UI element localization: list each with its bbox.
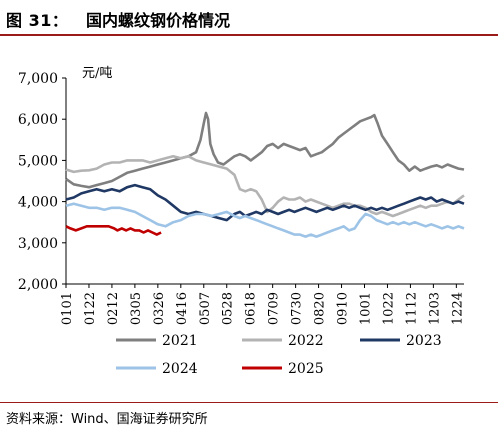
chart-axes	[62, 77, 464, 288]
unit-label: 元/吨	[82, 66, 113, 81]
x-tick-label: 1224	[450, 292, 465, 325]
x-tick-label: 0122	[83, 292, 98, 325]
legend-label-2024: 2024	[162, 361, 198, 377]
x-tick-label: 0507	[198, 292, 213, 325]
header-rule	[0, 34, 498, 36]
x-tick-label: 0910	[336, 292, 351, 325]
y-tick-label: 7,000	[18, 71, 58, 87]
figure-header: 图 31： 国内螺纹钢价格情况	[0, 0, 498, 36]
series-line-2023	[65, 183, 465, 222]
series-line-2022	[65, 155, 465, 218]
x-tick-label: 0416	[175, 292, 190, 325]
legend-label-2022: 2022	[288, 333, 324, 349]
legend-label-2021: 2021	[162, 333, 198, 349]
x-tick-label: 0528	[221, 292, 236, 325]
y-tick-label: 3,000	[18, 236, 58, 252]
x-tick-label: 0820	[313, 292, 328, 325]
series-lines	[65, 111, 465, 238]
y-tick-label: 4,000	[18, 195, 58, 211]
x-tick-label: 0709	[267, 292, 282, 325]
series-line-2024	[65, 202, 465, 238]
x-tick-label: 0101	[60, 292, 75, 325]
x-tick-labels: 0101 0122 0212 0305 0326 0416 0507 0528 0618 0709…	[60, 292, 465, 325]
y-tick-label: 5,000	[18, 153, 58, 169]
x-tick-label: 1112	[404, 292, 419, 325]
figure-title: 国内螺纹钢价格情况	[86, 11, 231, 30]
y-tick-labels: 2,000 3,000 4,000 5,000 6,000 7,000	[18, 71, 58, 293]
x-tick-label: 1203	[427, 292, 442, 325]
x-tick-label: 0305	[129, 292, 144, 325]
y-tick-label: 6,000	[18, 112, 58, 128]
figure-label: 图 31：	[6, 11, 69, 30]
legend: 2021 2022 2023 2024 2025	[116, 333, 442, 377]
x-tick-label: 0326	[152, 292, 167, 325]
x-tick-label: 0730	[290, 292, 305, 325]
source-note: 资料来源：Wind、国海证券研究所	[6, 412, 208, 427]
series-line-2021	[65, 111, 465, 189]
legend-label-2023: 2023	[406, 333, 442, 349]
y-tick-label: 2,000	[18, 277, 58, 293]
series-line-2025	[65, 225, 162, 236]
x-tick-label: 0618	[244, 292, 259, 325]
x-tick-label: 0212	[106, 292, 121, 325]
legend-label-2025: 2025	[288, 361, 324, 377]
x-tick-label: 1001	[359, 292, 374, 325]
x-tick-label: 1022	[381, 292, 396, 325]
source-rule	[0, 402, 498, 403]
